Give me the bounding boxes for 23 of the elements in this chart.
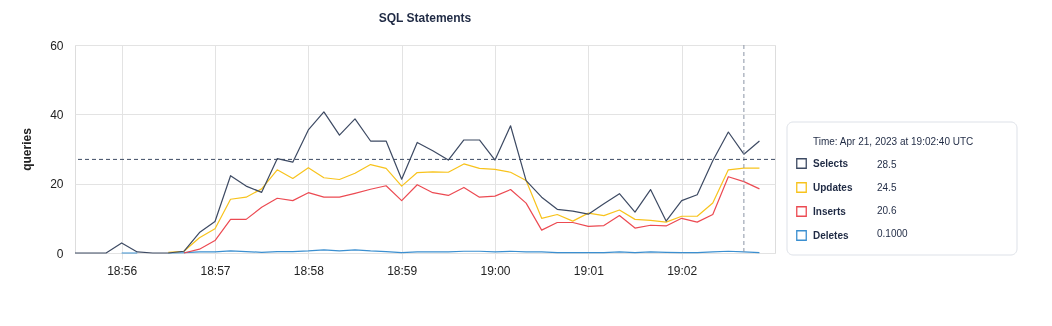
text: 0.1000 xyxy=(877,228,909,239)
x-tick-label: 18:58 xyxy=(293,263,325,278)
y-tick-label: 60 xyxy=(50,38,64,53)
x-tick-label: 19:02 xyxy=(667,263,698,278)
x-tick-label: 19:01 xyxy=(573,263,605,278)
legend-label: Inserts xyxy=(813,205,847,217)
text: Time: Apr 21, 2023 at 19:02:40 UTC xyxy=(813,136,974,147)
legend-label: Deletes xyxy=(813,229,850,241)
text: 28.5 xyxy=(877,159,897,170)
y-tick-label: 0 xyxy=(56,246,64,261)
y-tick-label: 20 xyxy=(50,177,64,192)
text: 24.5 xyxy=(877,182,897,193)
text: 20.6 xyxy=(877,205,897,216)
x-tick-label: 18:56 xyxy=(107,263,138,278)
chart-title: SQL Statements xyxy=(378,11,472,25)
y-tick-label: 40 xyxy=(50,107,64,122)
y-axis-title: queries xyxy=(20,127,35,171)
legend-label: Updates xyxy=(813,181,853,193)
x-tick-label: 18:57 xyxy=(200,263,231,278)
x-tick-label: 19:00 xyxy=(480,263,511,278)
x-tick-label: 18:59 xyxy=(387,263,418,278)
legend-label: Selects xyxy=(813,157,849,169)
line-series xyxy=(183,176,761,254)
